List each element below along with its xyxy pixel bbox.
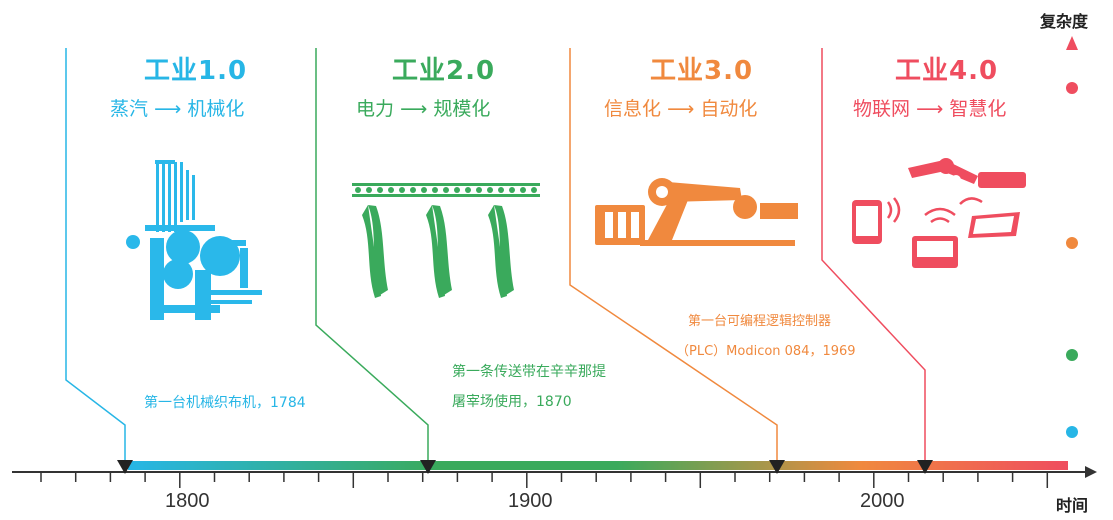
- era1-from: 蒸汽: [110, 98, 149, 120]
- tick-label-1800: 1800: [165, 490, 210, 512]
- era3-outline: [569, 48, 778, 465]
- era3-title: 工业3.0: [650, 56, 754, 86]
- era3-note-line1: 第一台可编程逻辑控制器: [688, 314, 832, 329]
- era4-to: 智慧化: [949, 98, 1007, 120]
- conveyor-roller: [410, 187, 416, 193]
- era2-note-line2: 屠宰场使用，1870: [452, 394, 572, 410]
- era4-title: 工业4.0: [895, 56, 999, 86]
- conveyor-roller: [509, 187, 515, 193]
- era3-to: 自动化: [700, 98, 758, 120]
- era2-marker: [420, 460, 436, 474]
- era2-to: 规模化: [433, 98, 491, 120]
- loom-icon: [126, 160, 262, 320]
- conveyor-roller: [487, 187, 493, 193]
- conveyor-roller: [531, 187, 537, 193]
- era3-note-line2: （PLC）Modicon 084，1969: [676, 344, 856, 359]
- era2-subtitle: 电力 ⟶ 规模化: [356, 94, 490, 121]
- era3-subtitle: 信息化 ⟶ 自动化: [604, 94, 757, 121]
- era3-arrow: ⟶: [667, 98, 695, 120]
- conveyor-roller: [465, 187, 471, 193]
- tick-label-1900: 1900: [508, 490, 553, 512]
- era2-arrow: ⟶: [400, 98, 428, 120]
- time-axis-ticks: [40, 472, 1049, 488]
- era3-marker: [769, 460, 785, 474]
- y-axis-title: 复杂度: [1040, 12, 1089, 31]
- complexity-dot-3: [1066, 237, 1078, 249]
- era1-outline: [65, 48, 126, 465]
- conveyor-roller: [454, 187, 460, 193]
- era4-outline: [821, 48, 926, 465]
- era1-note: 第一台机械织布机，1784: [144, 395, 306, 411]
- conveyor-roller: [520, 187, 526, 193]
- complexity-dot-4: [1066, 82, 1078, 94]
- era3-from: 信息化: [604, 98, 662, 120]
- era2-note: 第一条传送带在辛辛那提 屠宰场使用，1870: [452, 357, 606, 417]
- conveyor-roller: [443, 187, 449, 193]
- conveyor-roller: [498, 187, 504, 193]
- tick-label-2000: 2000: [860, 490, 905, 512]
- conveyor-roller: [476, 187, 482, 193]
- era2-note-line1: 第一条传送带在辛辛那提: [452, 364, 606, 380]
- x-axis-title: 时间: [1056, 496, 1089, 515]
- conveyor-roller: [377, 187, 383, 193]
- iot-icon: [852, 158, 1026, 268]
- timeline-band: [128, 461, 1068, 470]
- complexity-dot-2: [1066, 349, 1078, 361]
- conveyor-icon: [352, 183, 540, 298]
- era1-title: 工业1.0: [144, 56, 248, 86]
- conveyor-roller: [355, 187, 361, 193]
- conveyor-roller: [421, 187, 427, 193]
- era2-title: 工业2.0: [392, 56, 496, 86]
- era4-subtitle: 物联网 ⟶ 智慧化: [853, 94, 1006, 121]
- era4-from: 物联网: [853, 98, 911, 120]
- era2-from: 电力: [356, 98, 395, 120]
- complexity-dot-1: [1066, 426, 1078, 438]
- era1-arrow: ⟶: [154, 98, 182, 120]
- era3-note: 第一台可编程逻辑控制器 （PLC）Modicon 084，1969: [676, 307, 856, 367]
- conveyor-roller: [399, 187, 405, 193]
- conveyor-rollers: [355, 187, 537, 193]
- robot-arm-icon: [595, 178, 798, 246]
- era4-arrow: ⟶: [916, 98, 944, 120]
- era1-marker: [117, 460, 133, 474]
- era1-to: 机械化: [187, 98, 245, 120]
- conveyor-roller: [432, 187, 438, 193]
- complexity-axis-arrow: [1066, 36, 1078, 50]
- conveyor-roller: [388, 187, 394, 193]
- conveyor-roller: [366, 187, 372, 193]
- time-axis-arrow: [1085, 466, 1097, 478]
- era2-outline: [315, 48, 429, 465]
- era4-marker: [917, 460, 933, 474]
- era1-subtitle: 蒸汽 ⟶ 机械化: [110, 94, 244, 121]
